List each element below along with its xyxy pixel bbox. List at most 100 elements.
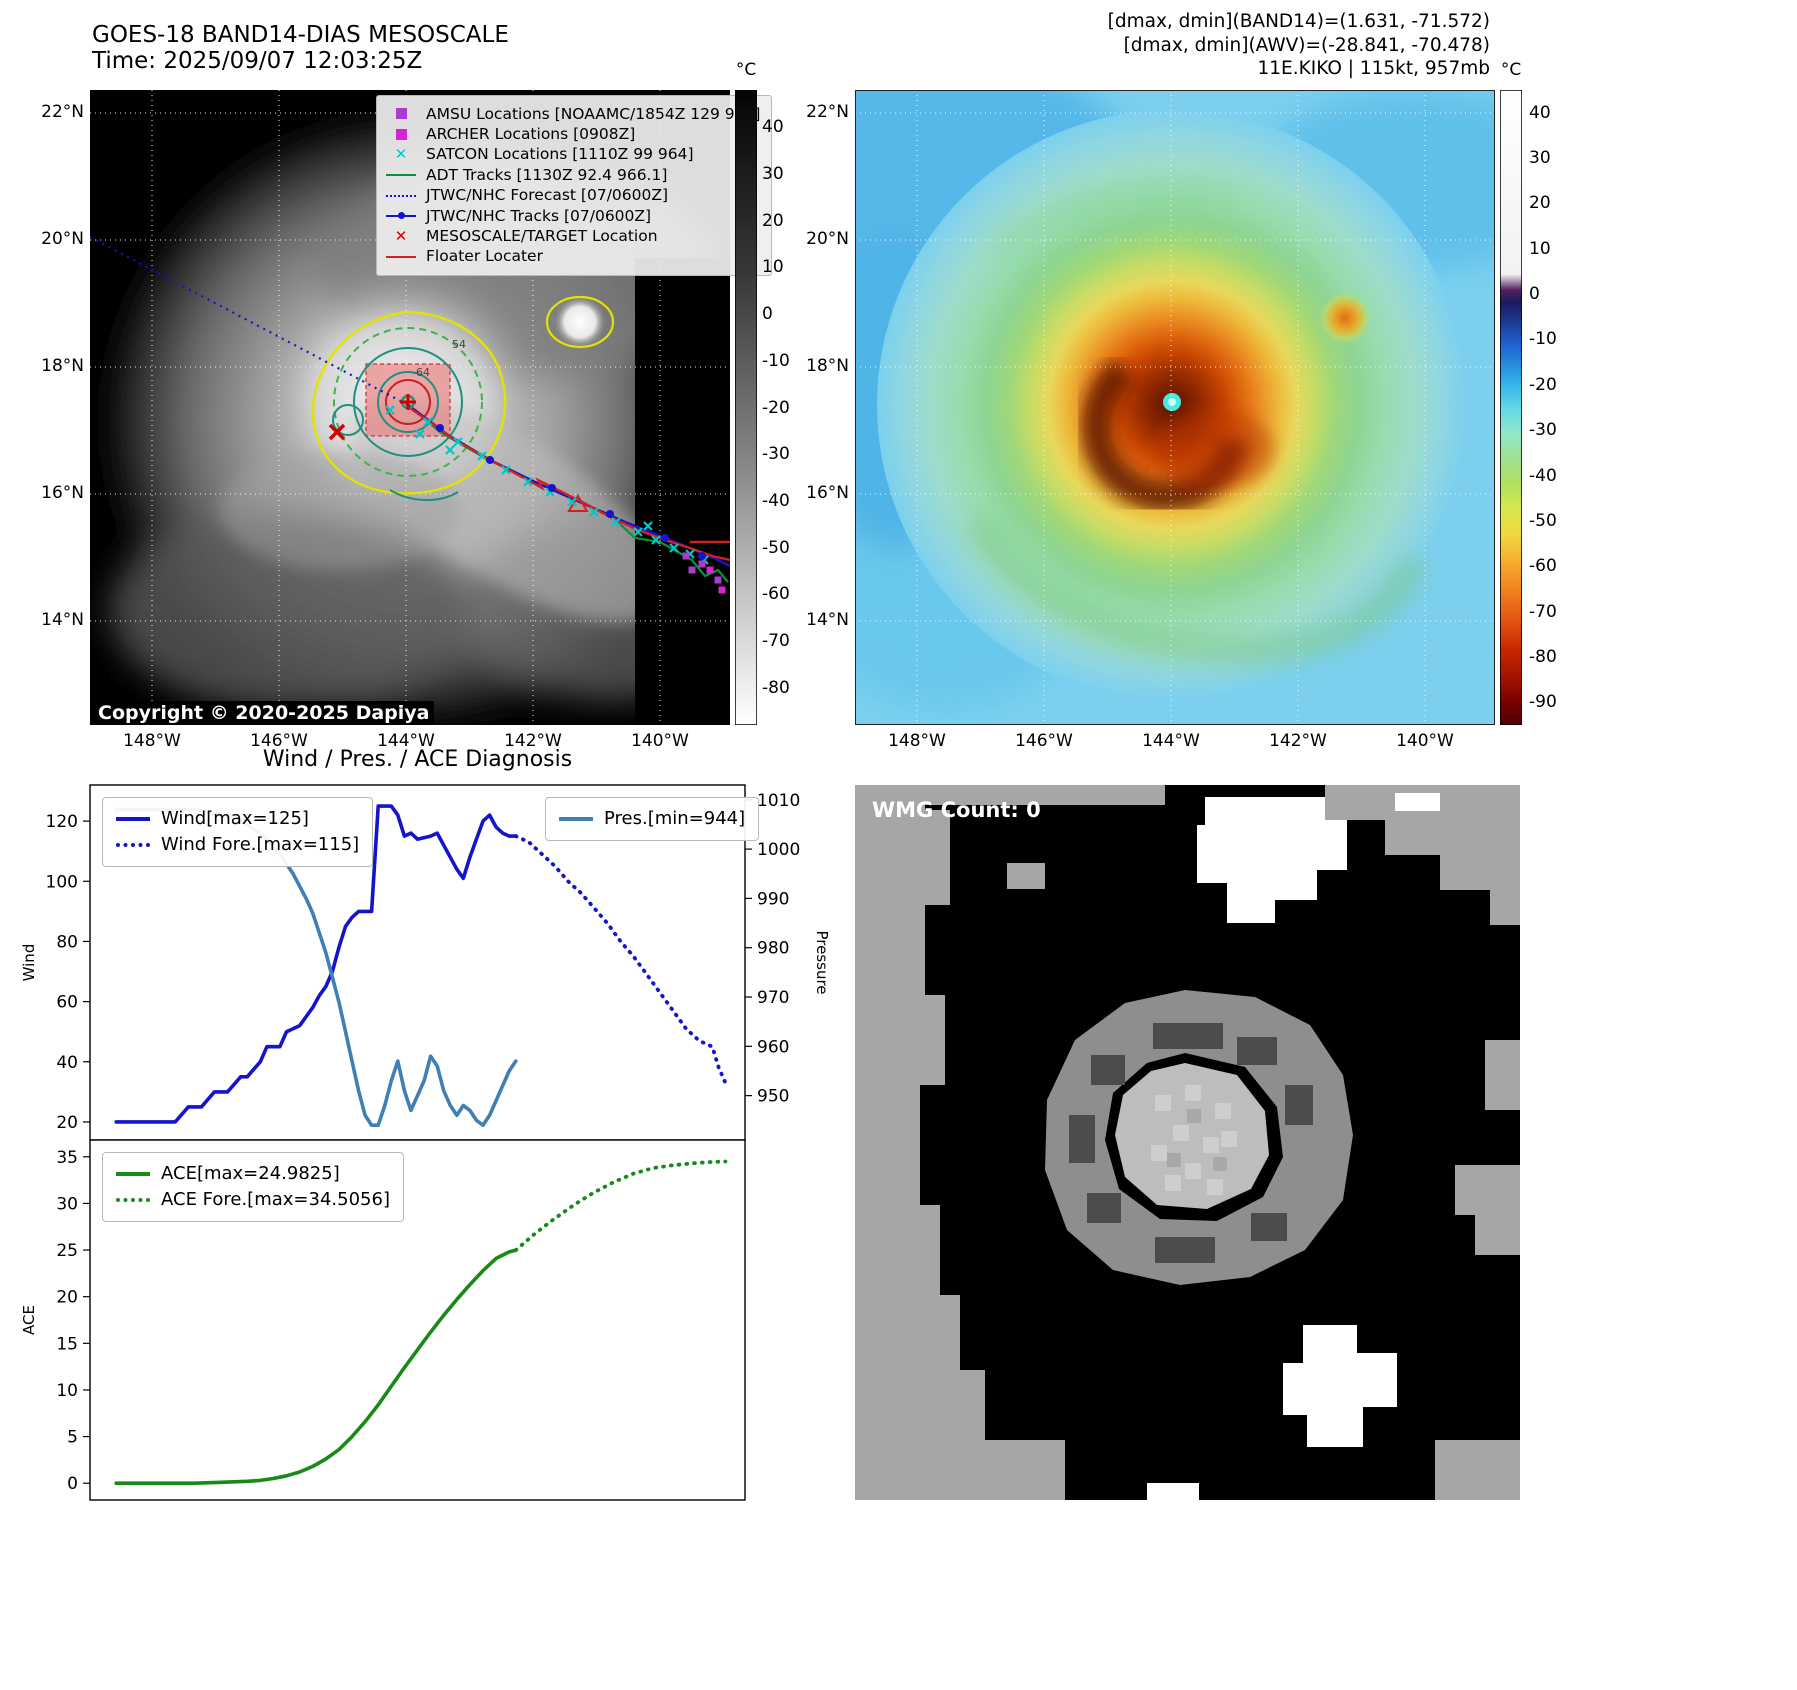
tl-colorbar-tick-label: -20 xyxy=(762,397,790,418)
tr-lat-tick-label: 20°N xyxy=(806,229,849,249)
legend-marker xyxy=(384,108,418,120)
tl-colorbar-tick-label: 40 xyxy=(762,117,784,138)
diagnosis-title: Wind / Pres. / ACE Diagnosis xyxy=(262,747,573,772)
tl-colorbar-tick-label: -40 xyxy=(762,490,790,511)
tl-colorbar-tick-label: 30 xyxy=(762,164,784,185)
tl-colorbar-tick-label: 0 xyxy=(762,304,773,325)
contour-label: -64 xyxy=(412,366,430,379)
hurricane-eye-center xyxy=(1168,398,1176,406)
copyright-text: Copyright © 2020-2025 Dapiya xyxy=(93,701,435,725)
y2-axis-label: Pressure xyxy=(813,930,831,994)
tr-colorbar-tick-label: 30 xyxy=(1529,148,1551,169)
tr-lat-tick-label: 18°N xyxy=(806,356,849,376)
jtwc-track-dot xyxy=(606,510,614,518)
tr-lon-tick-label: 146°W xyxy=(1015,731,1073,751)
y-axis-label: ACE xyxy=(20,1305,38,1335)
cold-cloud-blob xyxy=(554,296,606,348)
jtwc-track-dot xyxy=(486,456,494,464)
hurricane-contours: 54 -64 xyxy=(311,295,615,502)
legend-item: ✕ MESOSCALE/TARGET Location xyxy=(384,227,760,246)
wmg-dark-ring-accents xyxy=(1069,1023,1313,1263)
legend-marker xyxy=(384,211,418,219)
amsu-square-marker xyxy=(682,552,690,560)
track-markers xyxy=(385,405,726,594)
y-tick-label: 15 xyxy=(56,1334,78,1354)
wind-fore-max-115-series-line xyxy=(513,834,728,1085)
wind-legend-label: Wind[max=125] xyxy=(161,808,309,829)
y-tick-label: 0 xyxy=(67,1474,78,1494)
tr-colorbar-tick-label: -80 xyxy=(1529,646,1557,667)
wmg-white-blobs xyxy=(1147,793,1440,1500)
tl-lat-tick-label: 18°N xyxy=(41,356,84,376)
band14-title: GOES-18 BAND14-DIAS MESOSCALE xyxy=(92,22,509,48)
tl-lon-tick-label: 148°W xyxy=(123,731,181,751)
wmg-image xyxy=(855,785,1520,1500)
tr-colorbar-tick-label: 0 xyxy=(1529,284,1540,305)
legend-marker xyxy=(384,128,418,140)
band14-time: Time: 2025/09/07 12:03:25Z xyxy=(92,48,423,75)
storm-id-intensity: 11E.KIKO | 115kt, 957mb xyxy=(1257,58,1491,80)
wind-legend: Wind[max=125] Wind Fore.[max=115] xyxy=(102,797,374,868)
legend-marker: ✕ xyxy=(384,147,418,162)
y-tick-label: 10 xyxy=(56,1381,78,1401)
legend-item-label: SATCON Locations [1110Z 99 964] xyxy=(426,145,694,164)
wind-max-125-series-line xyxy=(114,804,518,1124)
legend-item: AMSU Locations [NOAAMC/1854Z 129 940] xyxy=(384,105,760,124)
legend-marker xyxy=(384,255,418,258)
y-tick-label: 20 xyxy=(56,1113,78,1133)
amsu-square-marker xyxy=(714,576,722,584)
legend-item: JTWC/NHC Tracks [07/0600Z] xyxy=(384,207,760,226)
tl-lon-tick-label: 142°W xyxy=(504,731,562,751)
tr-colorbar-tick-label: -90 xyxy=(1529,692,1557,713)
x-marker-icon: ✕ xyxy=(394,226,408,245)
tl-lat-tick-label: 16°N xyxy=(41,483,84,503)
tl-colorbar-tick-label: -70 xyxy=(762,630,790,651)
line-sample-icon xyxy=(386,174,416,177)
tl-lat-tick-label: 22°N xyxy=(41,102,84,122)
no-data-region xyxy=(635,258,730,725)
storm-center-marker xyxy=(400,394,416,410)
tr-colorbar-tick-label: -50 xyxy=(1529,510,1557,531)
tr-lat-tick-label: 22°N xyxy=(806,102,849,122)
legend-item: ✕ SATCON Locations [1110Z 99 964] xyxy=(384,145,760,164)
ace-legend: ACE[max=24.9825] ACE Fore.[max=34.5056] xyxy=(102,1152,404,1223)
legend-item-label: JTWC/NHC Tracks [07/0600Z] xyxy=(426,206,652,225)
ir-colorbar xyxy=(1500,90,1522,725)
y2-tick-label: 950 xyxy=(757,1087,789,1107)
tr-colorbar-tick-label: -10 xyxy=(1529,329,1557,350)
y2-tick-label: 1000 xyxy=(757,840,800,860)
tl-colorbar-tick-label: -50 xyxy=(762,537,790,558)
tl-colorbar-unit: °C xyxy=(735,60,757,80)
y-tick-label: 100 xyxy=(46,872,78,892)
wind-line-sample xyxy=(116,817,150,821)
wind-fore-legend-label: Wind Fore.[max=115] xyxy=(161,834,360,856)
legend-item-label: ARCHER Locations [0908Z] xyxy=(426,124,636,143)
tl-lat-tick-label: 14°N xyxy=(41,610,84,630)
tl-lon-tick-label: 140°W xyxy=(631,731,689,751)
legend-item-label: ADT Tracks [1130Z 92.4 966.1] xyxy=(426,165,668,184)
pressure-legend: Pres.[min=944] xyxy=(545,797,760,842)
ace-max-24-9825-series-line xyxy=(114,1248,518,1485)
archer-square-marker xyxy=(718,586,726,594)
satcon-x-markers xyxy=(385,405,709,565)
wmg-gray-regions xyxy=(855,785,1520,1500)
y-tick-label: 25 xyxy=(56,1241,78,1261)
y-tick-label: 80 xyxy=(56,932,78,952)
tr-lon-tick-label: 148°W xyxy=(888,731,946,751)
dotted-line-sample-icon xyxy=(386,194,416,197)
ace-fore-max-34-5056-series-line xyxy=(513,1159,728,1252)
tl-colorbar-tick-label: -80 xyxy=(762,677,790,698)
tr-colorbar-tick-label: -30 xyxy=(1529,420,1557,441)
convective-blob xyxy=(1319,292,1371,344)
legend-marker xyxy=(384,194,418,197)
tr-lat-tick-label: 16°N xyxy=(806,483,849,503)
x-marker-icon: ✕ xyxy=(394,145,408,164)
tl-lat-tick-label: 20°N xyxy=(41,229,84,249)
amsu-square-marker xyxy=(688,566,696,574)
y2-tick-label: 980 xyxy=(757,939,789,959)
amsu-square-marker xyxy=(698,560,706,568)
tr-colorbar-tick-label: -60 xyxy=(1529,556,1557,577)
archer-square-marker xyxy=(706,566,714,574)
tl-colorbar-tick-label: -10 xyxy=(762,350,790,371)
